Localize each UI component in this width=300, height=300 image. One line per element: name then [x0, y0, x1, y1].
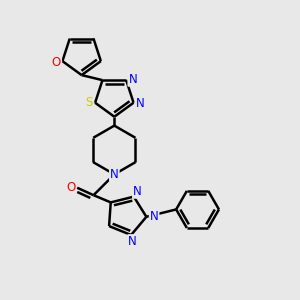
Text: S: S [85, 96, 92, 109]
Text: N: N [150, 210, 158, 223]
Text: N: N [133, 185, 142, 198]
Text: N: N [110, 168, 119, 181]
Text: N: N [128, 73, 137, 86]
Text: N: N [136, 97, 145, 110]
Text: N: N [128, 235, 137, 248]
Text: O: O [52, 56, 61, 69]
Text: O: O [66, 181, 75, 194]
